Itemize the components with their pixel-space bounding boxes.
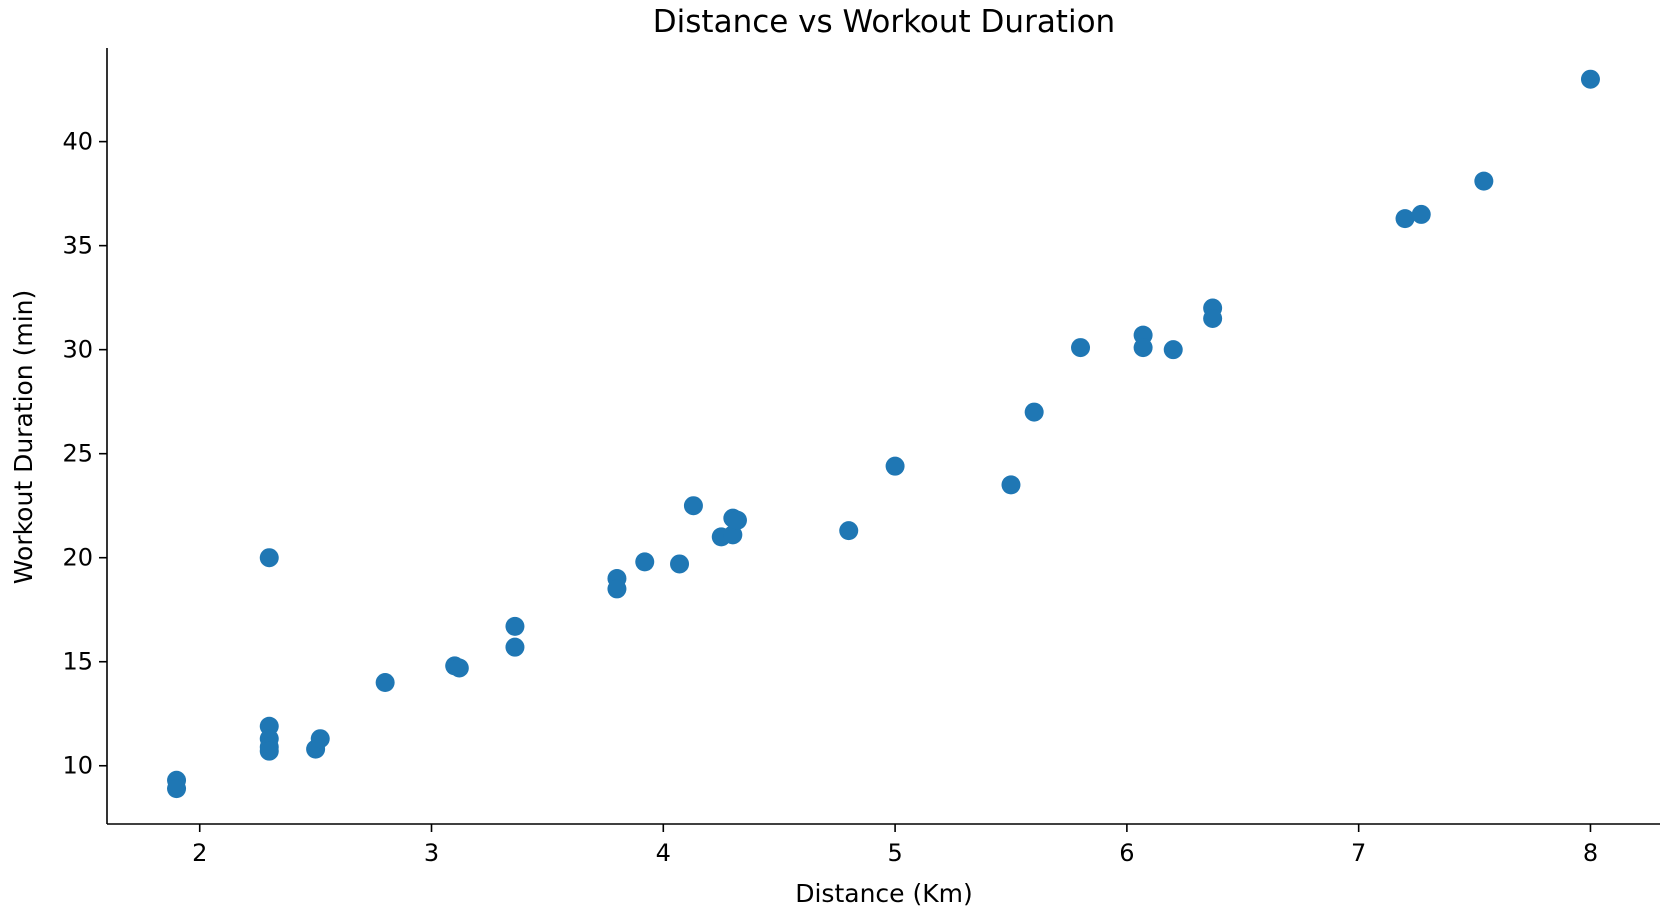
data-point (723, 525, 743, 545)
data-point (1411, 204, 1431, 224)
data-point (167, 779, 187, 799)
y-axis-label: Workout Duration (min) (9, 290, 38, 584)
data-point (1163, 340, 1183, 360)
x-tick-label: 4 (656, 839, 671, 867)
data-point (607, 579, 627, 599)
data-point (1203, 308, 1223, 328)
x-tick-label: 6 (1119, 839, 1134, 867)
data-point (1024, 402, 1044, 422)
y-tick-label: 10 (62, 752, 93, 780)
x-tick-label: 5 (887, 839, 902, 867)
y-axis-ticks: 10 15 20 25 30 35 40 (62, 128, 107, 780)
data-point (885, 456, 905, 476)
data-point (375, 673, 395, 693)
data-point (1395, 209, 1415, 229)
data-points (167, 69, 1600, 799)
chart-title: Distance vs Workout Duration (653, 4, 1115, 40)
data-point (449, 658, 469, 678)
x-tick-label: 8 (1583, 839, 1598, 867)
data-point (839, 521, 859, 541)
x-tick-label: 3 (424, 839, 439, 867)
data-point (1001, 475, 1021, 495)
data-point (505, 637, 525, 657)
x-axis-label: Distance (Km) (795, 879, 973, 908)
y-tick-label: 15 (62, 648, 93, 676)
data-point (259, 548, 279, 568)
axes-spines (106, 48, 1660, 825)
y-tick-label: 40 (62, 128, 93, 156)
data-point (683, 496, 703, 516)
data-point (505, 616, 525, 636)
y-tick-label: 30 (62, 336, 93, 364)
data-point (670, 554, 690, 574)
data-point (727, 510, 747, 530)
data-point (259, 741, 279, 761)
data-point (1071, 338, 1091, 358)
y-tick-label: 25 (62, 440, 93, 468)
x-axis-ticks: 2 3 4 5 6 7 8 (192, 824, 1598, 867)
data-point (1133, 338, 1153, 358)
x-tick-label: 2 (192, 839, 207, 867)
data-point (635, 552, 655, 572)
data-point (1580, 69, 1600, 89)
x-tick-label: 7 (1351, 839, 1366, 867)
data-point (310, 729, 330, 749)
data-point (1474, 171, 1494, 191)
y-tick-label: 35 (62, 232, 93, 260)
y-tick-label: 20 (62, 544, 93, 572)
